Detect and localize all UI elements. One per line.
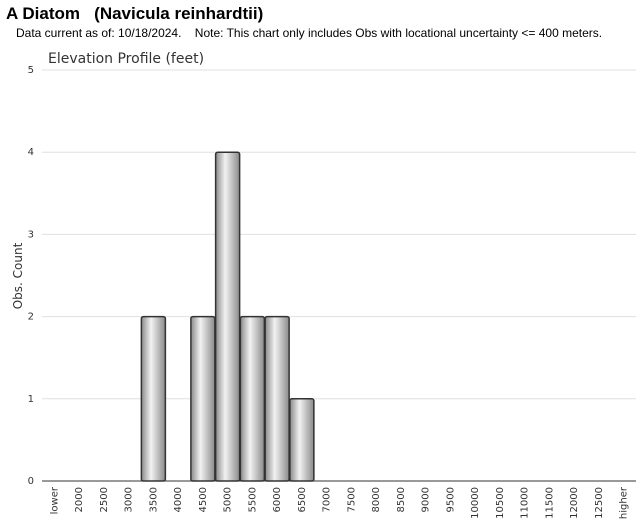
x-tick-label: 12000 [569,487,580,519]
y-tick-label: 2 [28,312,34,323]
x-tick-label: 10000 [470,487,481,519]
bar-5000 [214,151,241,482]
x-tick-label: 7000 [322,487,333,512]
x-tick-label: 2500 [99,487,110,512]
x-tick-label: 3500 [148,487,159,512]
x-tick-label: lower [49,486,60,514]
x-tick-label: 11500 [544,487,555,519]
x-tick-label: 4000 [173,487,184,512]
x-tick-label: 5000 [223,487,234,512]
x-tick-label: 6500 [297,487,308,512]
bar-3500 [140,315,167,482]
y-tick-label: 1 [28,394,34,405]
chart-title: Elevation Profile (feet) [48,51,204,67]
x-tick-label: 6000 [272,487,283,512]
x-tick-label: 8000 [371,487,382,512]
bar-5500 [239,315,266,482]
x-tick-label: 9000 [421,487,432,512]
bar-4500 [190,315,216,482]
x-tick-label: 12500 [594,487,605,519]
x-tick-label: 2000 [74,487,85,512]
y-axis-label: Obs. Count [11,242,25,309]
x-tick-label: 7500 [346,487,357,512]
page-title: A Diatom (Navicula reinhardtii) [6,4,264,23]
y-tick-label: 4 [28,147,34,158]
x-tick-label: 3000 [124,487,135,512]
y-tick-label: 0 [28,476,34,487]
bar-6500 [289,398,315,482]
x-tick-label: 4500 [198,487,209,512]
data-note: Data current as of: 10/18/2024. Note: Th… [16,26,603,40]
bar-6000 [264,315,290,482]
x-tick-label: 5500 [247,487,258,512]
x-tick-label: 9500 [445,487,456,512]
x-tick-label: 11000 [520,487,531,519]
y-tick-label: 5 [28,65,34,76]
x-tick-label: 8500 [396,487,407,512]
x-tick-label: 10500 [495,487,506,519]
x-tick-label: higher [619,486,630,519]
y-tick-label: 3 [28,229,34,240]
